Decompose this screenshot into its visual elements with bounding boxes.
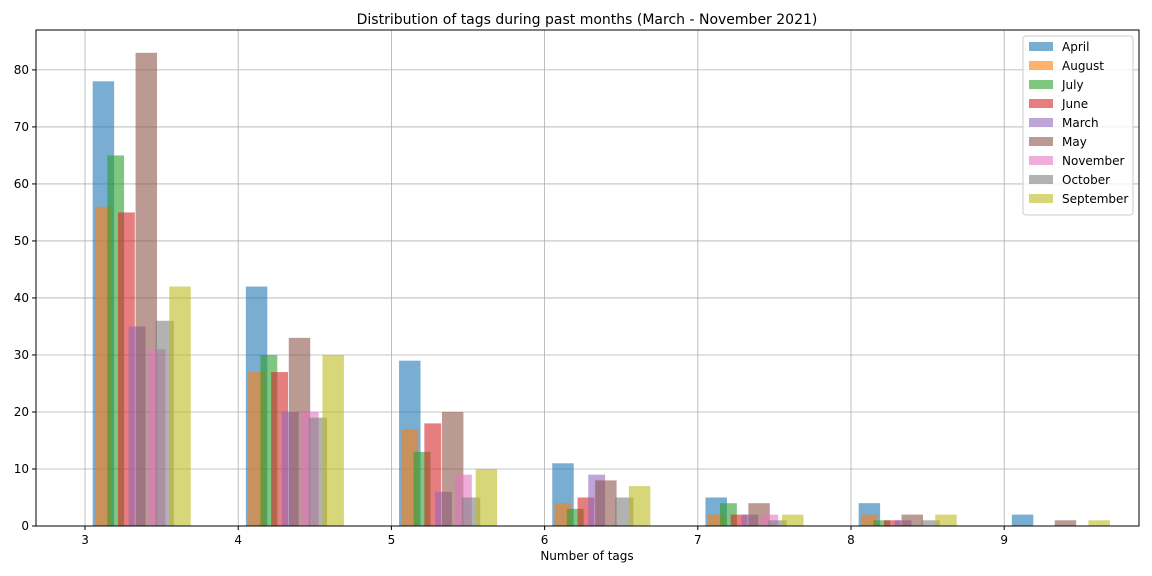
x-axis-label: Number of tags (540, 549, 633, 563)
bar-june (883, 520, 901, 526)
y-tick-label: 30 (14, 348, 29, 362)
legend-swatch-june (1029, 99, 1053, 108)
bar-october (921, 520, 940, 526)
legend-swatch-september (1029, 194, 1053, 203)
legend-label-november: November (1062, 154, 1124, 168)
y-tick-label: 20 (14, 405, 29, 419)
legend-label-june: June (1061, 97, 1088, 111)
x-tick-label: 3 (81, 533, 89, 547)
legend-swatch-july (1029, 80, 1053, 89)
legend-label-august: August (1062, 59, 1104, 73)
axis-ticks: 3 4 5 6 7 8 9 0 10 20 30 40 50 60 70 80 (14, 63, 1008, 547)
y-tick-label: 0 (21, 519, 29, 533)
bar-may (595, 480, 617, 526)
x-tick-label: 4 (234, 533, 242, 547)
bar-september (169, 286, 191, 526)
bar-september (935, 514, 957, 526)
x-tick-label: 7 (694, 533, 702, 547)
bar-october (768, 520, 787, 526)
x-tick-label: 9 (1000, 533, 1008, 547)
legend-swatch-may (1029, 137, 1053, 146)
legend-label-september: September (1062, 192, 1128, 206)
y-tick-label: 40 (14, 291, 29, 305)
y-tick-label: 60 (14, 177, 29, 191)
legend-swatch-april (1029, 42, 1053, 51)
y-tick-label: 10 (14, 462, 29, 476)
x-tick-label: 5 (388, 533, 396, 547)
legend-swatch-october (1029, 175, 1053, 184)
bar-september (322, 354, 344, 526)
legend-swatch-march (1029, 118, 1053, 127)
y-tick-label: 50 (14, 234, 29, 248)
chart-title: Distribution of tags during past months … (357, 12, 818, 28)
bar-september (782, 514, 804, 526)
x-tick-label: 6 (541, 533, 549, 547)
bar-april (1011, 514, 1034, 526)
legend-label-april: April (1062, 40, 1089, 54)
plot-frame (35, 29, 1140, 527)
grid (36, 30, 1139, 527)
x-tick-label: 8 (847, 533, 855, 547)
legend-label-october: October (1062, 173, 1110, 187)
bar-september (475, 468, 498, 526)
bar-august (860, 514, 878, 526)
legend-swatch-november (1029, 156, 1053, 165)
legend-label-july: July (1061, 78, 1084, 92)
y-tick-label: 70 (14, 120, 29, 134)
bars (92, 52, 1110, 527)
legend: April August July June March May November Octob… (1022, 35, 1134, 216)
bar-september (1088, 520, 1110, 526)
legend-label-may: May (1062, 135, 1087, 149)
bar-august (707, 514, 725, 526)
bar-may (1054, 520, 1077, 526)
bar-may (901, 514, 923, 526)
bar-september (628, 486, 651, 526)
y-tick-label: 80 (14, 63, 29, 77)
bar-july (873, 520, 891, 526)
bar-june (730, 514, 748, 526)
legend-label-march: March (1062, 116, 1099, 130)
legend-swatch-august (1029, 61, 1053, 70)
